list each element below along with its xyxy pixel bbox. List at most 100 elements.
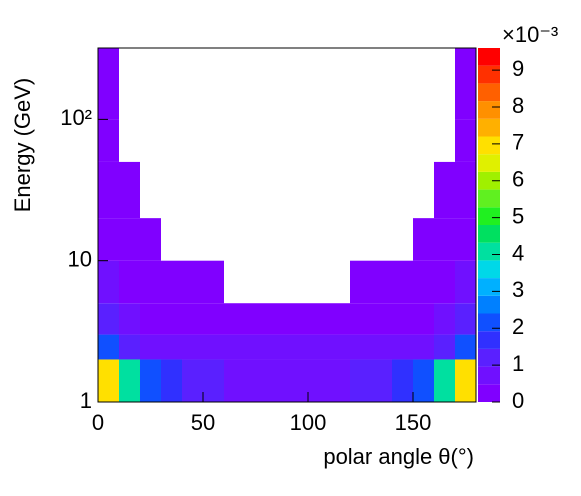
cell bbox=[98, 119, 119, 162]
cell bbox=[371, 334, 392, 360]
cell bbox=[161, 260, 182, 304]
cell bbox=[308, 334, 329, 360]
palette-swatch bbox=[478, 154, 500, 172]
y-tick-label: 10 bbox=[68, 247, 92, 272]
palette-swatch bbox=[478, 189, 500, 208]
cell bbox=[182, 303, 203, 335]
cell bbox=[119, 359, 140, 402]
cell bbox=[392, 334, 413, 360]
palette-swatch bbox=[478, 384, 500, 402]
cell bbox=[413, 218, 434, 261]
cell bbox=[182, 334, 203, 360]
palette-swatch bbox=[478, 331, 500, 349]
z-tick-label: 4 bbox=[512, 240, 524, 265]
cell bbox=[203, 303, 224, 335]
cell bbox=[434, 260, 455, 304]
cell bbox=[434, 334, 455, 360]
cell bbox=[119, 334, 140, 360]
palette-swatch bbox=[478, 225, 500, 243]
cell bbox=[455, 303, 476, 335]
cell bbox=[140, 334, 161, 360]
cell bbox=[371, 303, 392, 335]
cell bbox=[203, 260, 224, 304]
palette-swatch bbox=[478, 278, 500, 296]
palette-swatch bbox=[478, 242, 500, 261]
cell bbox=[455, 218, 476, 261]
cell bbox=[413, 359, 434, 402]
z-tick-label: 0 bbox=[512, 388, 524, 413]
cell bbox=[287, 334, 308, 360]
cell bbox=[455, 161, 476, 219]
z-tick-label: 8 bbox=[512, 93, 524, 118]
cell bbox=[266, 359, 287, 402]
cell bbox=[140, 218, 161, 261]
cell bbox=[350, 334, 371, 360]
x-axis-label: polar angle θ(°) bbox=[323, 444, 474, 469]
cell bbox=[98, 218, 119, 261]
cell bbox=[392, 303, 413, 335]
cell bbox=[245, 359, 266, 402]
cell bbox=[329, 359, 350, 402]
cell bbox=[329, 334, 350, 360]
z-tick-label: 3 bbox=[512, 277, 524, 302]
cell bbox=[140, 260, 161, 304]
palette-swatch bbox=[478, 83, 500, 102]
cell bbox=[140, 303, 161, 335]
cell bbox=[119, 303, 140, 335]
cell bbox=[119, 260, 140, 304]
cell bbox=[224, 359, 245, 402]
cell bbox=[119, 218, 140, 261]
z-tick-label: 5 bbox=[512, 203, 524, 228]
cell bbox=[140, 359, 161, 402]
z-tick-label: 7 bbox=[512, 130, 524, 155]
cell bbox=[182, 359, 203, 402]
z-tick-label: 1 bbox=[512, 351, 524, 376]
cell bbox=[371, 359, 392, 402]
y-tick-label: 10² bbox=[60, 105, 92, 130]
cell bbox=[119, 161, 140, 219]
cell bbox=[98, 359, 119, 402]
cell bbox=[161, 359, 182, 402]
cell bbox=[203, 359, 224, 402]
cell bbox=[266, 334, 287, 360]
cell bbox=[308, 303, 329, 335]
x-tick-label: 0 bbox=[92, 410, 104, 435]
cell bbox=[161, 303, 182, 335]
palette-swatch bbox=[478, 260, 500, 279]
palette-swatch bbox=[478, 101, 500, 119]
cell bbox=[413, 303, 434, 335]
palette-swatch bbox=[478, 313, 500, 332]
cell bbox=[182, 260, 203, 304]
cell bbox=[224, 303, 245, 335]
cell bbox=[98, 303, 119, 335]
z-tick-label: 6 bbox=[512, 167, 524, 192]
cell bbox=[329, 303, 350, 335]
x-tick-label: 150 bbox=[395, 410, 432, 435]
cell bbox=[308, 359, 329, 402]
cell bbox=[455, 48, 476, 120]
y-axis-label: Energy (GeV) bbox=[10, 78, 35, 213]
palette-swatch bbox=[478, 65, 500, 84]
cell bbox=[413, 334, 434, 360]
cell bbox=[161, 334, 182, 360]
cell bbox=[350, 260, 371, 304]
cell bbox=[434, 303, 455, 335]
cell bbox=[266, 303, 287, 335]
cell bbox=[455, 119, 476, 162]
cell bbox=[98, 48, 119, 120]
cell bbox=[434, 359, 455, 402]
cell bbox=[98, 161, 119, 219]
palette-swatch bbox=[478, 366, 500, 385]
palette-swatch bbox=[478, 171, 500, 190]
x-tick-label: 50 bbox=[191, 410, 215, 435]
cell bbox=[350, 359, 371, 402]
x-tick-label: 100 bbox=[290, 410, 327, 435]
cell bbox=[350, 303, 371, 335]
cell bbox=[98, 334, 119, 360]
cell bbox=[455, 260, 476, 304]
cell bbox=[455, 359, 476, 402]
cell bbox=[392, 359, 413, 402]
cell bbox=[413, 260, 434, 304]
cell bbox=[245, 334, 266, 360]
z-tick-label: 2 bbox=[512, 314, 524, 339]
